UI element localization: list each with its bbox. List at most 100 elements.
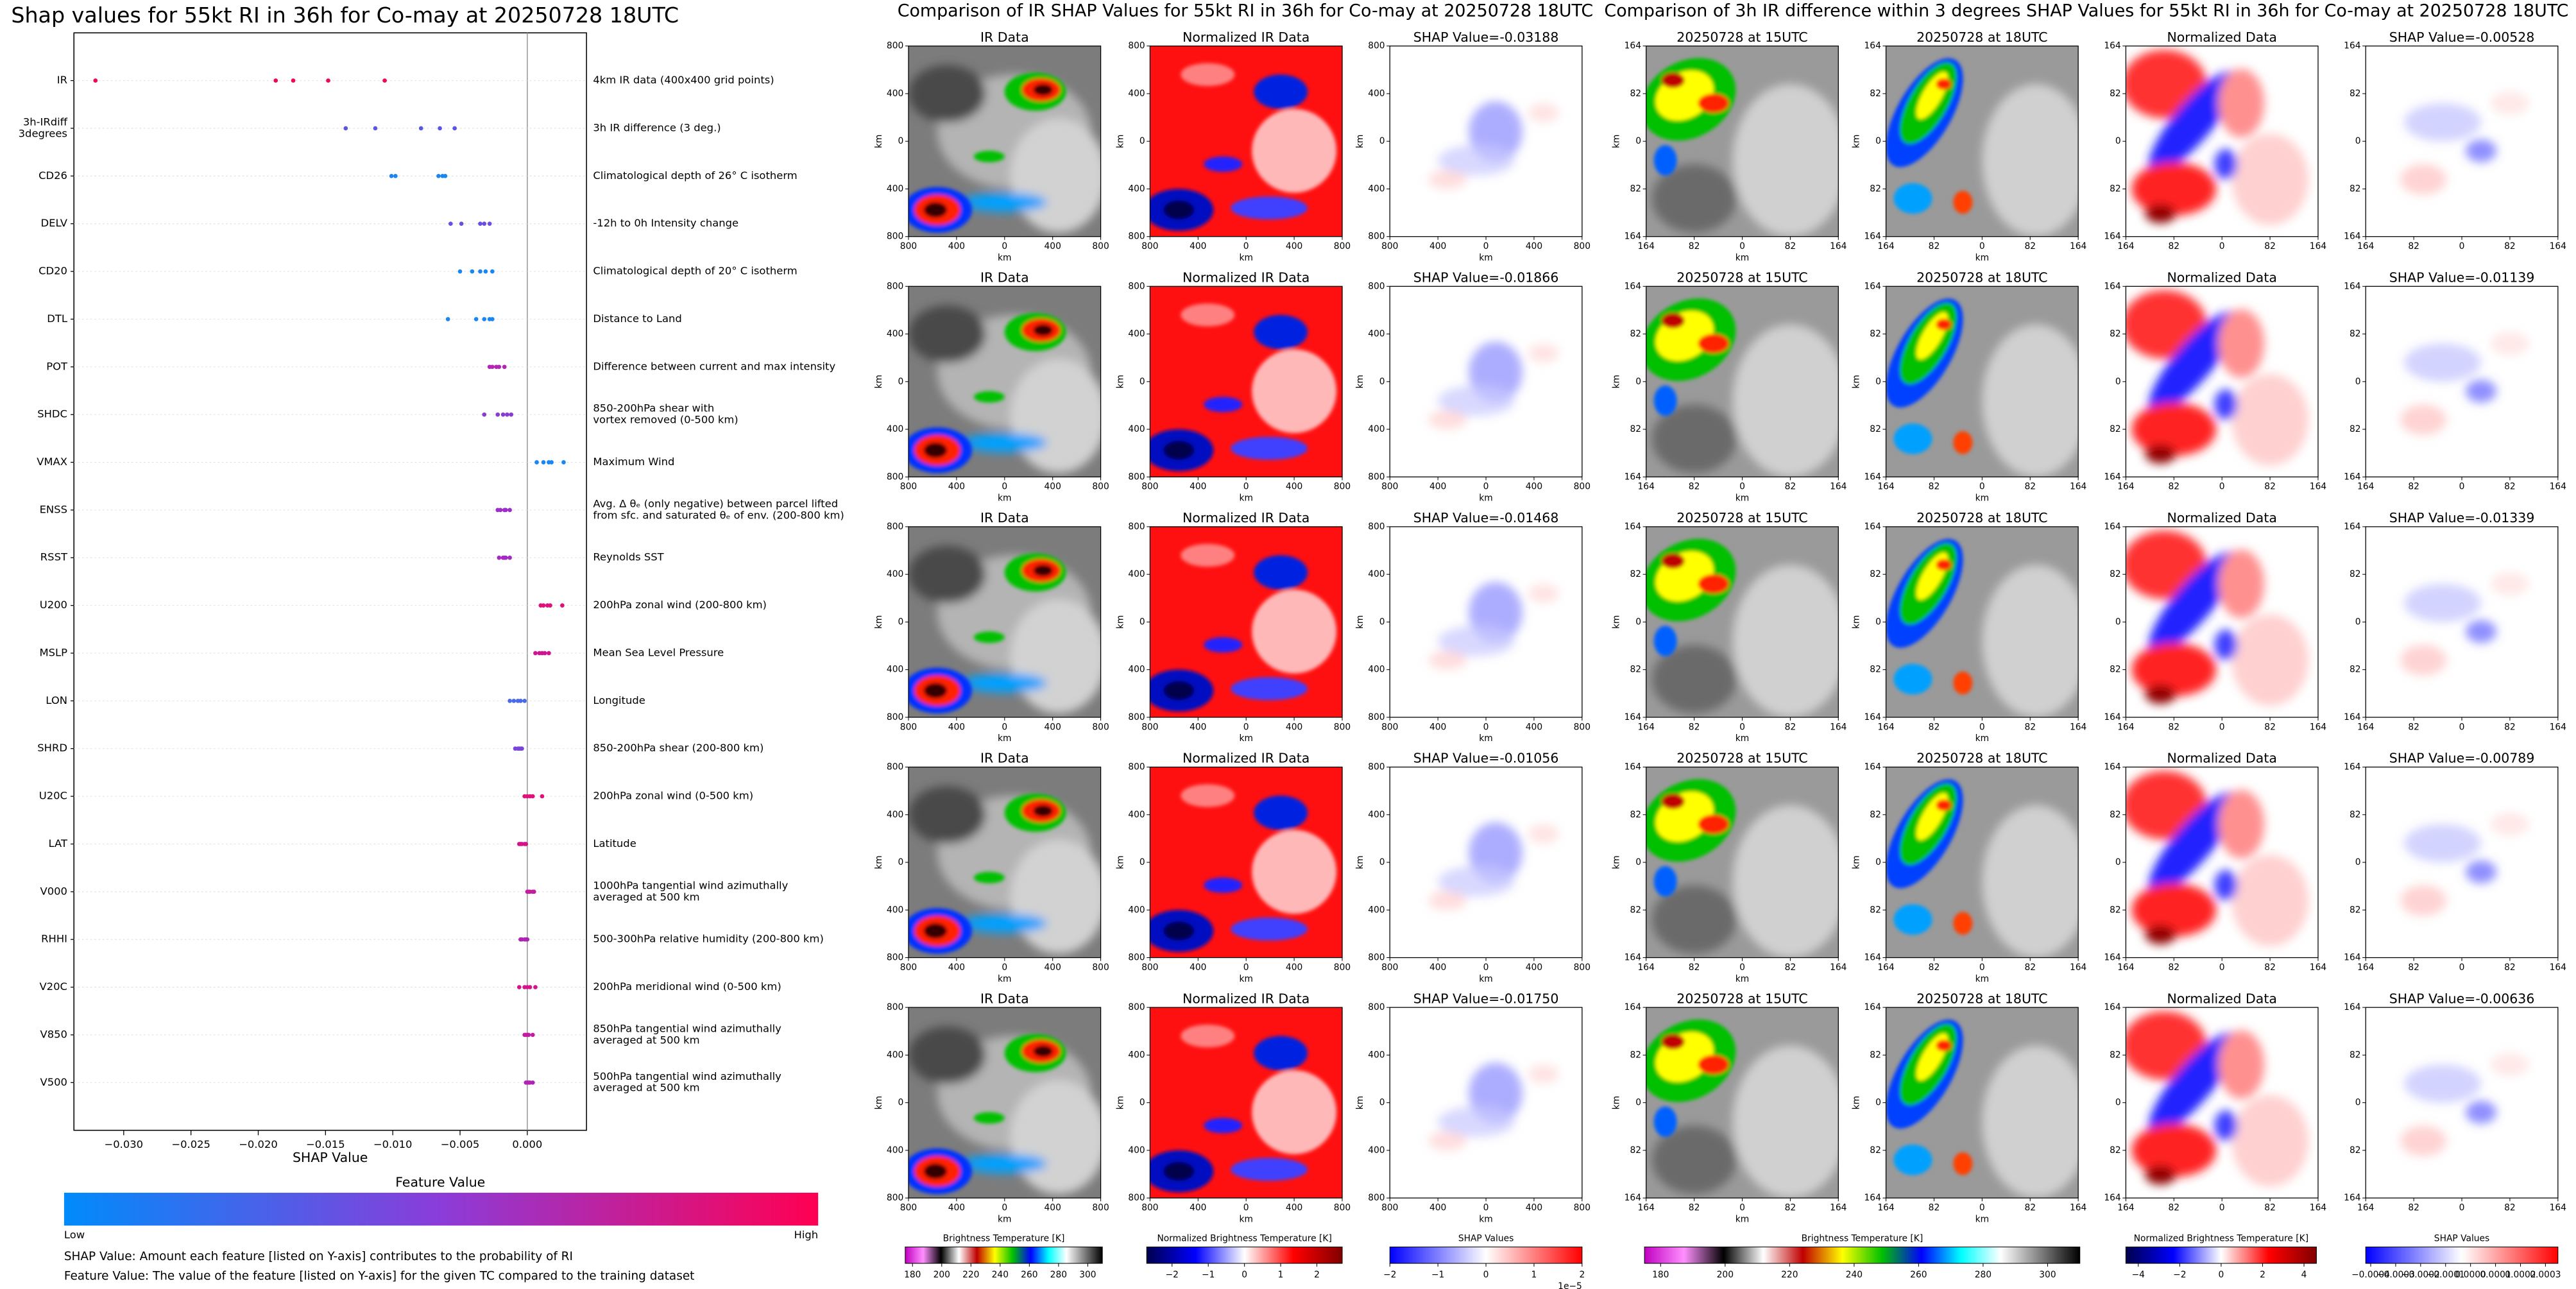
x-tick-label: 82 [2264,482,2276,492]
x-tick-label: 400 [1045,722,1061,732]
x-tick-label: 164 [2550,722,2567,732]
y-axis-label: km [1851,1096,1861,1109]
y-tick-label: 164 [1864,712,1881,722]
point [448,221,453,226]
colorbar-tick-label: 0.0003 [2530,1270,2561,1280]
x-axis-label: km [1975,1214,1989,1224]
point [500,412,506,417]
panel-title: 20250728 at 15UTC [1676,30,1807,45]
image-panel [2366,1007,2558,1198]
x-tick-label: 0 [1002,1203,1007,1213]
point [490,269,495,274]
x-tick-label: 0 [2459,962,2465,973]
note: SHAP Value: Amount each feature [listed … [64,1250,573,1263]
x-tick-label: 800 [1381,962,1398,973]
x-axis-label: km [1239,974,1252,984]
y-tick-label: 0 [898,136,904,146]
y-tick-label: 82 [1870,810,1881,820]
y-tick-label: 164 [1625,281,1642,291]
image-panel [903,767,1107,958]
colorbar-tick-label: 300 [2039,1270,2056,1280]
y-tick-label: 164 [1625,1002,1642,1012]
y-tick-label: 800 [1368,232,1385,242]
x-tick-label: 800 [1141,962,1158,973]
x-tick-label: 82 [2408,962,2419,973]
point [495,412,500,417]
point [511,699,516,703]
image-panel [1626,1003,1848,1198]
y-tick-label: 82 [1870,1050,1881,1060]
y-tick-label: 400 [887,665,903,675]
x-tick-label: 0 [2219,241,2225,252]
point [490,317,495,321]
y-tick-label: 82 [2350,89,2361,99]
y-tick-label: 164 [1864,232,1881,242]
x-tick-label: 800 [1141,1203,1158,1213]
y-tick-label: 400 [1368,329,1385,339]
y-tick-label: 82 [1630,665,1641,675]
image-panel [1144,527,1342,717]
y-tick-label: 164 [1864,472,1881,482]
y-axis-label: km [1355,134,1365,148]
x-tick-label: 164 [1877,482,1895,492]
y-tick-label: 82 [2110,1145,2121,1156]
y-tick-label: 82 [2350,329,2361,339]
y-tick-label: SHDC [37,408,67,420]
x-tick-label: 0 [1483,722,1489,732]
y-tick-label: 82 [1630,810,1641,820]
y-tick-label: 400 [1368,424,1385,434]
colorbar-tick-label: −0.0003 [2376,1270,2415,1280]
point [93,78,98,83]
colorbar-label: Brightness Temperature [K] [943,1234,1065,1244]
y-tick-label: 3degrees [19,127,67,139]
x-tick-label: −0.025 [171,1138,210,1150]
x-tick-label: 800 [900,241,917,252]
point [503,508,508,513]
y-axis-label: km [874,134,884,148]
y-tick-label: 0 [1139,1098,1145,1108]
x-tick-label: 164 [2070,962,2087,973]
y-tick-label: 82 [1870,89,1881,99]
x-tick-label: 0 [2459,722,2465,732]
y-tick-label: 164 [2344,1193,2361,1203]
x-tick-label: 400 [1286,1203,1302,1213]
panel-title: 20250728 at 18UTC [1916,30,2047,45]
x-tick-label: 164 [1830,722,1847,732]
y-tick-label: 164 [2344,1002,2361,1012]
y-tick-label: 164 [1625,953,1642,963]
y-tick-label: 164 [2104,472,2121,482]
image-panel [2366,286,2558,477]
x-tick-label: 164 [2117,1203,2135,1213]
y-tick-label: 0 [898,1098,904,1108]
point [273,78,278,83]
x-tick-label: 82 [2024,722,2036,732]
feature-colorbar [64,1192,819,1226]
x-tick-label: 82 [2024,482,2036,492]
y-tick-label: V20C [39,980,67,993]
x-tick-label: 0 [1483,482,1489,492]
image-panel [1144,1007,1342,1198]
y-tick-label: 0 [1139,617,1145,627]
y-tick-label: 400 [1128,184,1145,194]
x-tick-label: 800 [1334,722,1351,732]
x-tick-label: 164 [2310,962,2327,973]
y-tick-label: LAT [49,837,68,849]
image-panel [1390,767,1582,958]
panel-title: SHAP Value=-0.01139 [2389,269,2535,285]
y-tick-label: CD20 [38,265,67,277]
y-tick-label: 164 [1625,712,1642,722]
feature-description: 200hPa meridional wind (0-500 km) [593,980,781,993]
colorbar-tick-label: −1 [1202,1270,1215,1280]
y-tick-label: 164 [2344,762,2361,773]
x-tick-label: −0.015 [306,1138,345,1150]
colorbar [1146,1246,1343,1264]
y-tick-label: 82 [2350,1050,2361,1060]
y-tick-label: VMAX [37,456,67,468]
colorbar-tick-label: 280 [1050,1270,1067,1280]
panel-title: Normalized Data [2167,510,2276,525]
y-tick-label: 0 [898,617,904,627]
point [443,173,448,178]
y-tick-label: 0 [1875,136,1881,146]
y-tick-label: 164 [2104,953,2121,963]
x-tick-label: 400 [948,241,965,252]
